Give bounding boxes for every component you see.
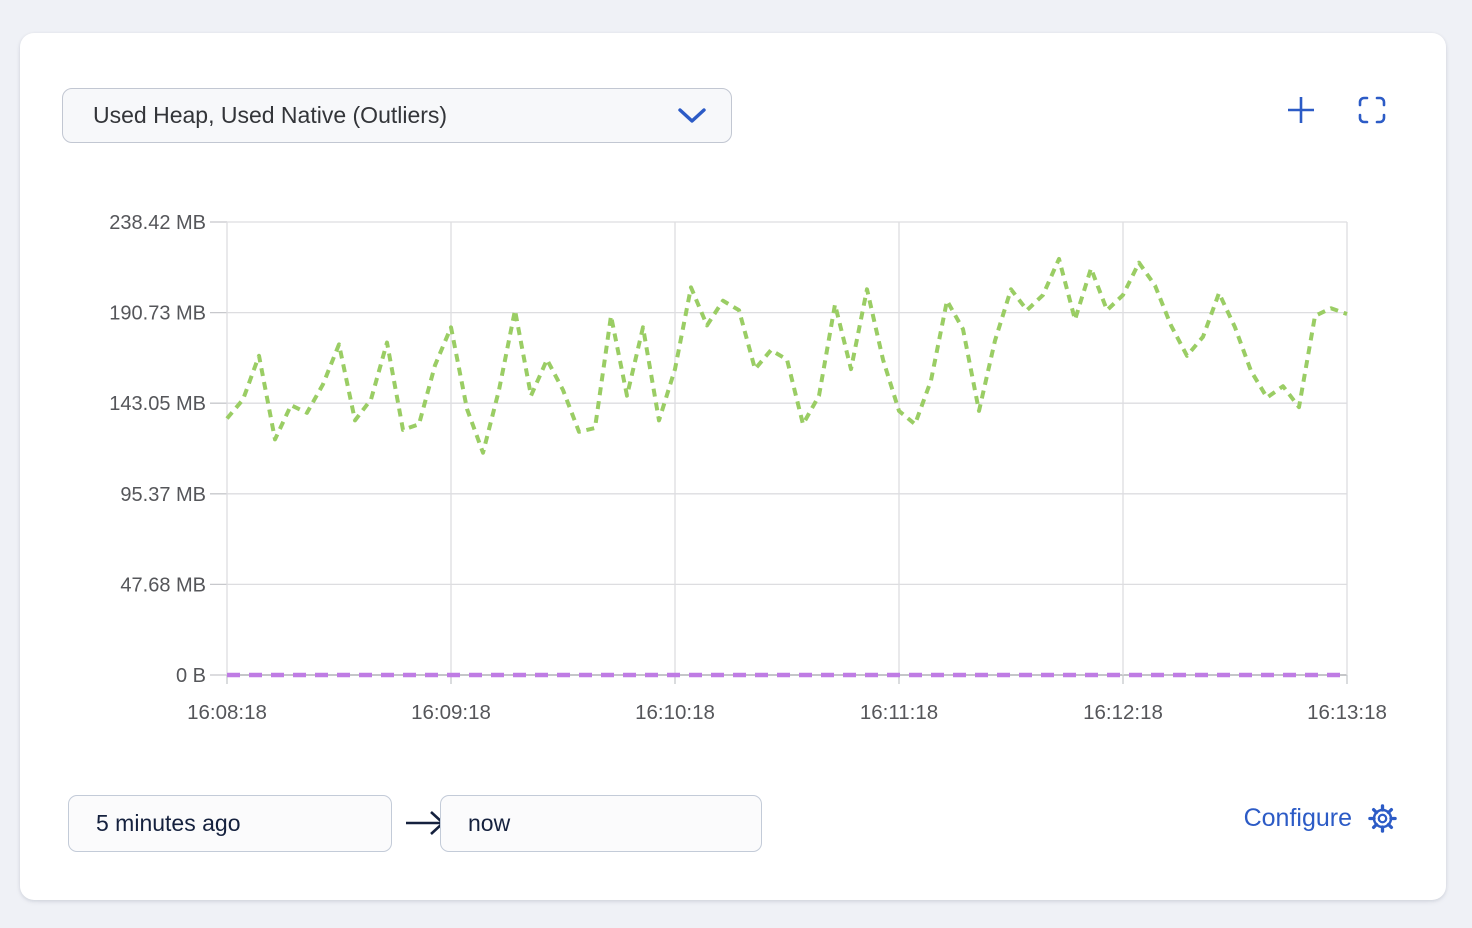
x-axis-label: 16:13:18 [1307, 701, 1387, 724]
configure-link[interactable]: Configure [1244, 803, 1398, 834]
memory-usage-chart: 0 B 47.68 MB 95.37 MB 143.05 MB 190.73 MB 238… [109, 212, 1387, 724]
add-chart-button[interactable] [1279, 88, 1323, 132]
x-axis-label: 16:10:18 [635, 701, 715, 724]
x-axis-label: 16:09:18 [411, 701, 491, 724]
series-line-0 [225, 256, 1348, 455]
time-range-from-input[interactable] [68, 795, 392, 852]
x-axis-label: 16:08:18 [187, 701, 267, 724]
metric-selector-value: Used Heap, Used Native (Outliers) [93, 102, 448, 128]
x-axis-label: 16:11:18 [860, 701, 938, 724]
x-axis-label: 16:12:18 [1083, 701, 1163, 724]
y-axis-label: 0 B [176, 665, 206, 687]
y-axis-label: 47.68 MB [120, 574, 206, 596]
fullscreen-button[interactable] [1350, 88, 1394, 132]
time-range-to-input[interactable] [440, 795, 762, 852]
y-axis-label: 190.73 MB [109, 303, 206, 325]
y-axis-label: 238.42 MB [109, 212, 206, 234]
configure-label: Configure [1243, 804, 1352, 832]
y-axis-label: 95.37 MB [120, 484, 206, 506]
fullscreen-icon [1356, 94, 1388, 126]
metric-panel: 0 B 47.68 MB 95.37 MB 143.05 MB 190.73 MB 238… [20, 33, 1446, 900]
plus-icon [1286, 95, 1316, 125]
chevron-down-icon [677, 107, 707, 125]
y-axis-label: 143.05 MB [109, 393, 206, 415]
metric-selector-dropdown[interactable]: Used Heap, Used Native (Outliers) [62, 88, 732, 143]
gear-icon [1367, 803, 1398, 834]
